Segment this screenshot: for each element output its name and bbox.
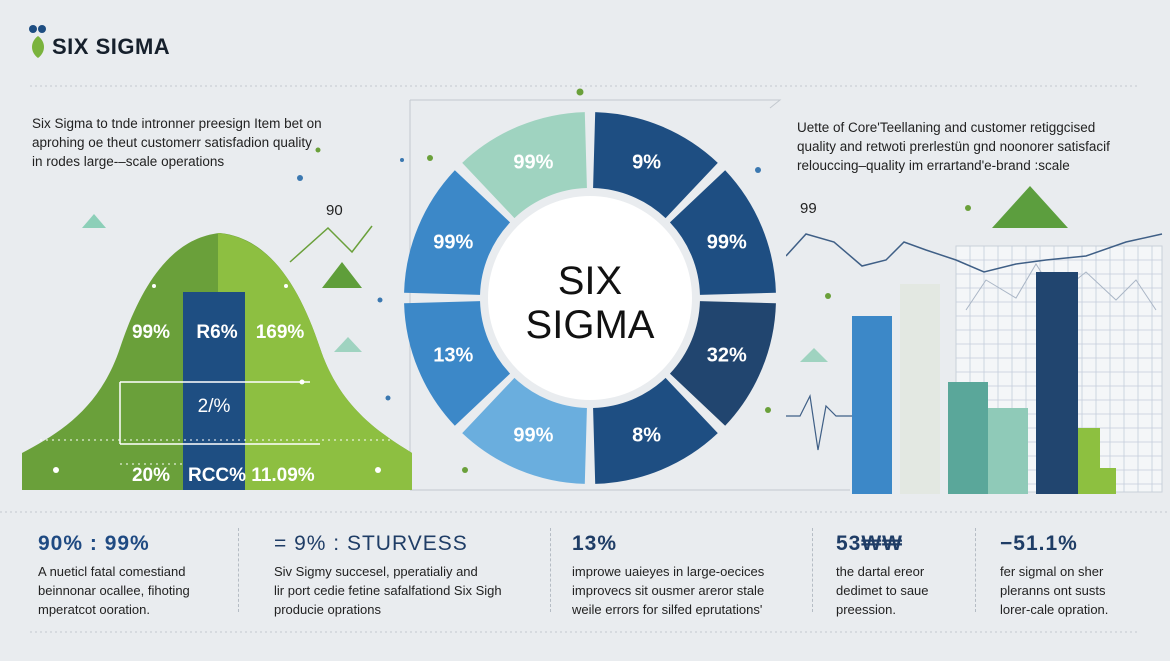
- intro-right-line: Uette of Core'Teellaning and customer re…: [797, 120, 1096, 135]
- stat-text: A nueticl fatal comestiand beinnonar oca…: [38, 562, 233, 619]
- stat-heading: 90% : 99%: [38, 532, 150, 555]
- chart-bar: [1078, 428, 1100, 494]
- chart-bar: [1036, 272, 1078, 494]
- intro-right-line: quality and retwoti prerlestün gnd noono…: [797, 139, 1110, 154]
- stat-heading: 13%: [572, 532, 618, 555]
- stat-text: the dartal ereor dedimet to saue preessi…: [836, 562, 971, 619]
- stat-text: fer sigmal on sher pleranns ont susts lo…: [1000, 562, 1160, 619]
- triangle-icon: [322, 262, 362, 288]
- wheel-segment-label: 9%: [632, 151, 661, 173]
- triangle-icon: [992, 186, 1068, 228]
- stat-line: weile errors for silfed eprutations': [572, 602, 763, 617]
- bell-curve-graphic: [22, 233, 412, 490]
- stat-line: fer sigmal on sher: [1000, 564, 1104, 579]
- stat-block-5: −51.1% fer sigmal on sher pleranns ont s…: [1000, 532, 1160, 619]
- wheel-segment: [404, 170, 511, 295]
- intro-left-line: aprohing oe theut customerr satisfadion …: [32, 135, 312, 150]
- brand-title: SIX SIGMA: [52, 34, 171, 59]
- wheel-segment-label: 32%: [707, 345, 747, 367]
- wheel-segment: [669, 170, 776, 295]
- stat-line: improwe uaieyes in large-oecices: [572, 564, 765, 579]
- intro-right-paragraph: Uette of Core'Teellaning and customer re…: [797, 118, 1157, 175]
- wheel-segment-label: 99%: [707, 231, 747, 253]
- stat-text: improwe uaieyes in large-oecices improve…: [572, 562, 807, 619]
- stat-text: Siv Sigmy succesel, pperatialiy and lir …: [274, 562, 544, 619]
- stat-divider: [238, 528, 240, 612]
- stat-line: lir port cedie fetine safalfationd Six S…: [274, 583, 502, 598]
- stat-line: pleranns ont susts: [1000, 583, 1106, 598]
- stat-line: producie oprations: [274, 602, 381, 617]
- stat-line: the dartal ereor: [836, 564, 925, 579]
- stat-divider: [550, 528, 552, 612]
- chart-bar: [948, 382, 988, 494]
- wheel-segment: [462, 112, 587, 219]
- stat-line: beinnonar ocallee, fihoting: [38, 583, 190, 598]
- stat-line: preession.: [836, 602, 896, 617]
- bell-bottom-right-value: 11.09%: [251, 465, 315, 486]
- intro-left-line: in rodes large-–scale operations: [32, 154, 225, 169]
- bell-top-left-value: 99%: [131, 322, 171, 343]
- wheel-center: [488, 196, 692, 400]
- stat-line: A nueticl fatal comestiand: [38, 564, 186, 579]
- bell-top-right-value: 169%: [255, 322, 305, 343]
- chart-bar: [852, 316, 892, 494]
- wheel-center-title: SIX: [558, 259, 622, 303]
- stat-heading: −51.1%: [1000, 532, 1078, 555]
- intro-left-line: Six Sigma to tnde intronner preesign Ite…: [32, 116, 322, 131]
- triangle-icon: [800, 348, 828, 362]
- stat-heading: = 9% : STURVESS: [274, 532, 468, 555]
- right-peak-label: 99: [800, 200, 817, 217]
- wheel-segment: [593, 377, 718, 484]
- bell-bottom-left-value: 20%: [131, 465, 171, 486]
- stat-divider: [812, 528, 814, 612]
- bar-chart-graphic: [786, 233, 1163, 494]
- stat-heading: 53₩₩: [836, 532, 903, 555]
- stat-divider: [975, 528, 977, 612]
- stat-line: Siv Sigmy succesel, pperatialiy and: [274, 564, 478, 579]
- logo-leaf-icon: [29, 25, 46, 58]
- intro-right-line: relouccing–quality im errartand'e-brand …: [797, 158, 1070, 173]
- chart-bar: [900, 284, 940, 494]
- wheel-segment: [404, 301, 511, 426]
- wheel-segment-label: 8%: [632, 425, 661, 447]
- wheel-segment: [669, 301, 776, 426]
- wheel-segment: [462, 377, 587, 484]
- wheel-segment: [593, 112, 718, 219]
- wheel-segment-label: 99%: [513, 425, 553, 447]
- stat-block-3: 13% improwe uaieyes in large-oecices imp…: [572, 532, 807, 619]
- triangle-icon: [334, 337, 362, 352]
- bell-middle-value: 2/%: [197, 396, 231, 417]
- wheel-segment-label: 99%: [513, 151, 553, 173]
- stat-block-4: 53₩₩ the dartal ereor dedimet to saue pr…: [836, 532, 971, 619]
- wheel-center-subtitle: SIGMA: [526, 303, 655, 347]
- wheel-segment-label: 99%: [433, 231, 473, 253]
- stat-block-1: 90% : 99% A nueticl fatal comestiand bei…: [38, 532, 233, 619]
- stat-block-2: = 9% : STURVESS Siv Sigmy succesel, pper…: [274, 532, 544, 619]
- intro-left-paragraph: Six Sigma to tnde intronner preesign Ite…: [32, 114, 392, 171]
- left-peak-label: 90: [326, 202, 343, 219]
- bell-bottom-center-value: RCC%: [187, 465, 247, 486]
- chart-bar: [988, 408, 1028, 494]
- stat-line: lorer-cale opration.: [1000, 602, 1109, 617]
- bell-top-center-value: R6%: [196, 322, 238, 343]
- stat-line: improvecs sit ousmer areror stale: [572, 583, 765, 598]
- triangle-icon: [82, 214, 106, 228]
- stat-line: dedimet to saue: [836, 583, 929, 598]
- wheel-segment-label: 13%: [433, 345, 473, 367]
- chart-bar: [1100, 468, 1116, 494]
- stat-line: mperatcot ooration.: [38, 602, 151, 617]
